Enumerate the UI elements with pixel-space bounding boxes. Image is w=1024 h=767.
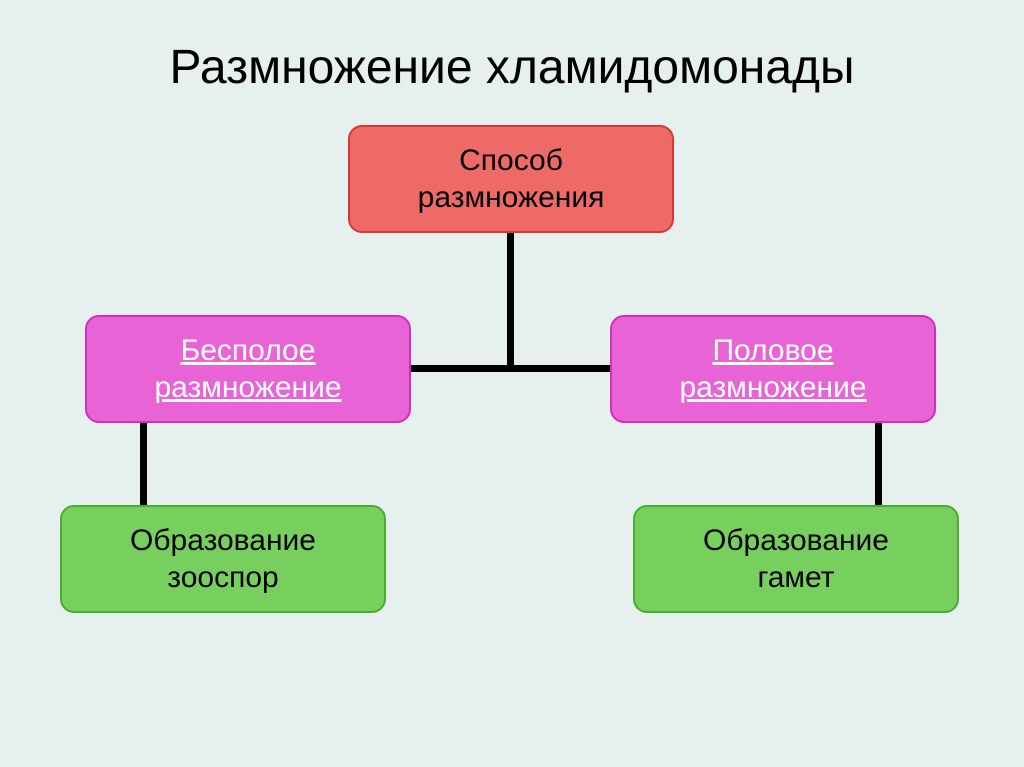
node-left-leaf: Образованиезооспор: [60, 505, 386, 613]
node-right-leaf-label: Образованиегамет: [703, 522, 889, 597]
node-left-mid: Бесполоеразмножение: [85, 315, 411, 423]
node-left-mid-label: Бесполоеразмножение: [154, 332, 341, 407]
diagram-container: Способразмножения Бесполоеразмножение По…: [0, 125, 1024, 725]
connector-left-down: [140, 423, 147, 507]
node-left-leaf-label: Образованиезооспор: [130, 522, 316, 597]
page-title: Размножение хламидомонады: [0, 0, 1024, 95]
node-right-leaf: Образованиегамет: [633, 505, 959, 613]
node-right-mid: Половоеразмножение: [610, 315, 936, 423]
connector-right-down: [875, 423, 882, 507]
connector-root-down: [507, 233, 514, 372]
node-right-mid-label: Половоеразмножение: [679, 332, 866, 407]
node-root-label: Способразмножения: [418, 142, 605, 217]
node-root: Способразмножения: [348, 125, 674, 233]
